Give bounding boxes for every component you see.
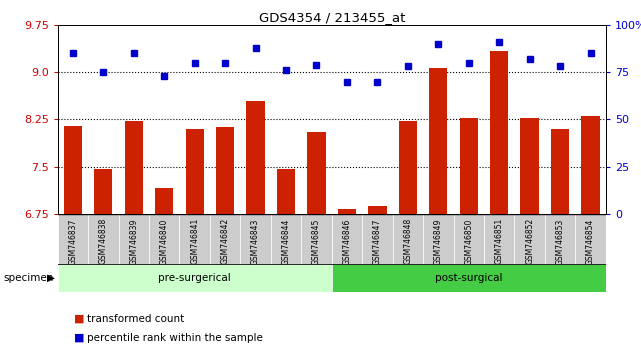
Bar [460, 118, 478, 214]
Bar [179, 214, 210, 264]
Text: percentile rank within the sample: percentile rank within the sample [87, 333, 262, 343]
Bar [240, 214, 271, 264]
Bar [124, 121, 143, 214]
Title: GDS4354 / 213455_at: GDS4354 / 213455_at [258, 11, 405, 24]
Bar [216, 127, 235, 214]
Bar [362, 214, 392, 264]
Bar [545, 214, 576, 264]
Bar [210, 214, 240, 264]
Bar [155, 188, 174, 214]
Bar [368, 206, 387, 214]
Bar [332, 214, 362, 264]
Text: specimen: specimen [3, 273, 54, 283]
Text: GSM746846: GSM746846 [342, 218, 351, 264]
Bar [119, 214, 149, 264]
Text: GSM746847: GSM746847 [373, 218, 382, 264]
Bar [520, 118, 538, 214]
Bar [271, 214, 301, 264]
Text: pre-surgerical: pre-surgerical [158, 273, 231, 283]
Bar [277, 169, 296, 214]
Bar [429, 68, 447, 214]
Text: GSM746852: GSM746852 [525, 218, 534, 264]
Text: GSM746845: GSM746845 [312, 218, 321, 264]
Text: GSM746854: GSM746854 [586, 218, 595, 264]
Bar [515, 214, 545, 264]
Text: GSM746844: GSM746844 [281, 218, 290, 264]
Text: GSM746853: GSM746853 [556, 218, 565, 264]
Text: transformed count: transformed count [87, 314, 184, 324]
Bar [88, 214, 119, 264]
Bar [186, 129, 204, 214]
Text: GSM746839: GSM746839 [129, 218, 138, 264]
Text: ▶: ▶ [47, 273, 54, 283]
Text: GSM746849: GSM746849 [434, 218, 443, 264]
Bar [551, 129, 569, 214]
Text: ■: ■ [74, 314, 84, 324]
Text: GSM746843: GSM746843 [251, 218, 260, 264]
Bar [338, 209, 356, 214]
Text: GSM746850: GSM746850 [464, 218, 473, 264]
Text: GSM746841: GSM746841 [190, 218, 199, 264]
Text: GSM746838: GSM746838 [99, 218, 108, 264]
Bar [392, 214, 423, 264]
Bar [581, 116, 600, 214]
Bar [454, 214, 484, 264]
Bar [58, 214, 88, 264]
Bar [63, 126, 82, 214]
Bar [58, 264, 332, 292]
Bar [308, 132, 326, 214]
Bar [576, 214, 606, 264]
Bar [490, 51, 508, 214]
Bar [423, 214, 454, 264]
Bar [332, 264, 606, 292]
Bar [247, 101, 265, 214]
Bar [399, 121, 417, 214]
Bar [149, 214, 179, 264]
Bar [301, 214, 332, 264]
Bar [484, 214, 515, 264]
Text: post-surgical: post-surgical [435, 273, 503, 283]
Text: GSM746842: GSM746842 [221, 218, 229, 264]
Text: ■: ■ [74, 333, 84, 343]
Text: GSM746837: GSM746837 [69, 218, 78, 264]
Text: GSM746840: GSM746840 [160, 218, 169, 264]
Text: GSM746848: GSM746848 [403, 218, 412, 264]
Bar [94, 169, 113, 214]
Text: GSM746851: GSM746851 [495, 218, 504, 264]
